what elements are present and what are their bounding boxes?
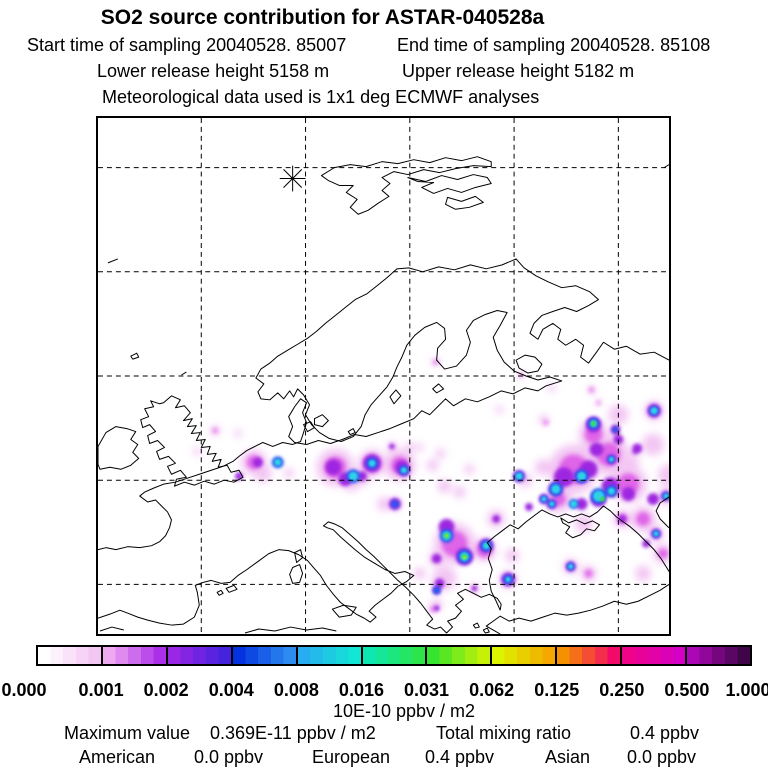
colorbar-unit-label: 10E-10 ppbv / m2 xyxy=(332,701,476,721)
colorbar-segment xyxy=(555,647,621,664)
coastline xyxy=(225,584,238,593)
lower-release-label: Lower release height 5158 m xyxy=(97,61,330,81)
coastline xyxy=(130,352,140,360)
coastline xyxy=(485,505,669,634)
map-svg xyxy=(98,118,669,634)
coastline xyxy=(303,421,315,433)
coastline xyxy=(560,517,600,539)
colorbar-segment xyxy=(38,647,101,664)
coastline xyxy=(331,604,357,618)
mixing-ratio-value: 0.4 ppbv xyxy=(630,723,700,743)
coastline xyxy=(432,383,445,394)
colorbar-tick-label: 0.500 xyxy=(664,680,710,700)
source-asian-value: 0.0 ppbv xyxy=(627,747,697,767)
colorbar-tick-label: 0.001 xyxy=(78,680,124,700)
source-american-value: 0.0 ppbv xyxy=(194,747,264,767)
colorbar-tick-label: 0.062 xyxy=(469,680,515,700)
met-data-label: Meteorological data used is 1x1 deg ECMW… xyxy=(102,87,540,107)
coastline xyxy=(482,627,490,634)
colorbar-segment xyxy=(165,647,231,664)
source-european-label: European xyxy=(312,747,391,767)
coastline xyxy=(98,521,502,634)
coastline xyxy=(244,626,337,634)
colorbar-segment xyxy=(490,647,556,664)
coastline xyxy=(320,156,492,215)
plume-layer-diffuse-pink xyxy=(193,358,669,614)
star-marker-icon xyxy=(283,169,303,189)
coastline xyxy=(407,174,492,194)
page-title: SO2 source contribution for ASTAR-040528… xyxy=(100,6,545,29)
coastline xyxy=(313,414,329,428)
coastline xyxy=(655,496,669,529)
source-american-label: American xyxy=(79,747,156,767)
coastline xyxy=(472,622,480,629)
coastline xyxy=(515,354,543,374)
end-time-label: End time of sampling 20040528. 85108 xyxy=(397,35,711,55)
coastline xyxy=(216,589,224,596)
upper-release-label: Upper release height 5182 m xyxy=(402,61,635,81)
colorbar-segment xyxy=(360,647,426,664)
source-european-value: 0.4 ppbv xyxy=(425,747,495,767)
colorbar-segment xyxy=(425,647,491,664)
start-time-label: Start time of sampling 20040528. 85007 xyxy=(27,35,347,55)
colorbar-tick-label: 0.008 xyxy=(273,680,319,700)
mixing-ratio-label: Total mixing ratio xyxy=(436,723,572,743)
coastline xyxy=(289,564,304,584)
plume-layer-yellow-green xyxy=(445,534,466,560)
colorbar-tick-label: 0.004 xyxy=(208,680,254,700)
coastline xyxy=(107,258,119,264)
colorbar-tick-label: 0.000 xyxy=(1,680,47,700)
source-asian-label: Asian xyxy=(545,747,591,767)
max-value-label: Maximum value xyxy=(64,723,191,743)
coastline xyxy=(181,371,187,376)
coastline xyxy=(389,389,402,405)
coastline xyxy=(140,395,244,487)
colorbar-tick-label: 1.000 xyxy=(725,680,768,700)
coastline xyxy=(98,258,669,551)
coastline xyxy=(294,549,304,564)
coastline xyxy=(347,428,356,436)
coastline xyxy=(99,626,124,632)
colorbar xyxy=(36,645,752,666)
map-frame xyxy=(96,116,671,636)
coastline xyxy=(98,426,140,470)
colorbar-segment xyxy=(100,647,166,664)
colorbar-tick-label: 0.125 xyxy=(534,680,580,700)
max-value-number: 0.369E-11 ppbv / m2 xyxy=(210,723,376,743)
colorbar-tick-label: 0.250 xyxy=(599,680,645,700)
colorbar-segment xyxy=(685,647,750,664)
colorbar-tick-label: 0.031 xyxy=(404,680,450,700)
colorbar-segment xyxy=(295,647,361,664)
colorbar-ticks: 0.000 0.001 0.002 0.004 0.008 0.016 0.031 0.062… xyxy=(0,680,768,700)
colorbar-segment xyxy=(620,647,686,664)
colorbar-segment xyxy=(230,647,296,664)
colorbar-tick-label: 0.016 xyxy=(338,680,384,700)
coastline xyxy=(445,195,484,210)
colorbar-tick-label: 0.002 xyxy=(143,680,189,700)
